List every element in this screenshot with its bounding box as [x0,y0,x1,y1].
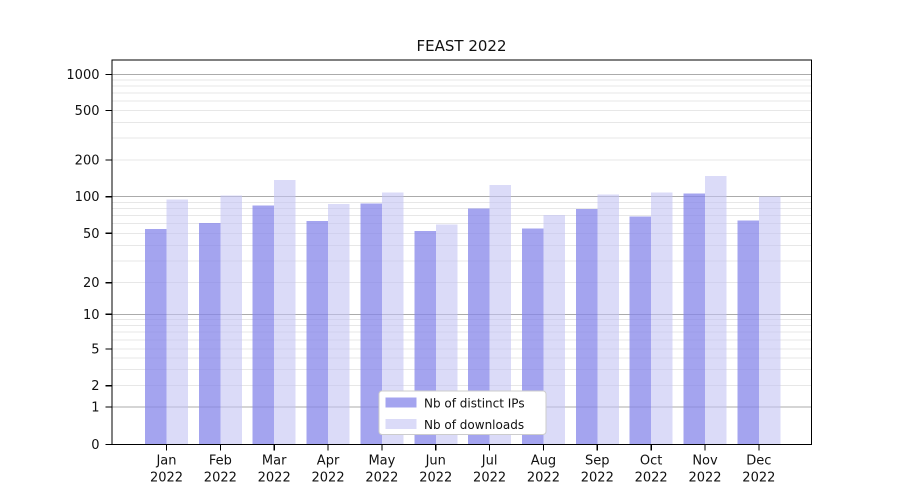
legend-swatch-downloads [385,419,417,429]
bar [489,184,512,445]
bar [705,175,727,445]
x-tick-label-month: May [368,454,395,469]
x-tick-label-month: Dec [746,454,771,469]
bar [381,192,404,445]
y-tick-label: 1000 [66,68,99,83]
x-tick-label-month: Nov [692,454,718,469]
y-tick-label: 10 [83,308,100,323]
x-tick-label-year: 2022 [312,471,345,486]
x-axis: Jan 2022 Feb 2022 Mar 2022 Apr 2022 May 2022 Jun 20… [150,444,775,486]
bar [220,195,242,445]
bar [651,192,673,445]
legend-swatch-distinct-ips [385,397,417,408]
bar [758,196,781,445]
x-tick-label-year: 2022 [742,471,775,486]
y-tick-label: 200 [75,154,100,169]
x-tick-label-month: Sep [585,454,610,469]
y-tick-label: 5 [91,343,99,358]
bar [166,199,188,445]
bar [198,222,221,445]
bar [683,193,705,445]
bar [145,229,167,445]
bar [252,205,275,445]
bar [575,209,598,445]
x-tick-label-year: 2022 [204,471,237,486]
x-tick-label-month: Mar [262,454,287,469]
y-tick-label: 0 [91,438,99,453]
x-tick-label-month: Feb [209,454,232,469]
bar [328,204,350,445]
bar [543,214,565,445]
bar [306,221,329,445]
bar [521,228,544,445]
chart-title: FEAST 2022 [417,37,507,55]
x-tick-label-year: 2022 [365,471,398,486]
x-tick-label-month: Jun [425,454,446,469]
x-tick-label-month: Jul [481,454,498,469]
x-tick-label-year: 2022 [419,471,452,486]
bar [737,220,759,445]
bar [597,194,619,445]
x-tick-label-month: Oct [640,454,662,469]
legend-label-distinct-ips: Nb of distinct IPs [424,397,525,411]
bar [629,216,652,445]
x-tick-label-year: 2022 [635,471,668,486]
x-tick-label-year: 2022 [258,471,291,486]
x-tick-label-month: Jan [155,454,176,469]
x-tick-label-year: 2022 [150,471,183,486]
x-tick-label-year: 2022 [688,471,721,486]
y-tick-label: 500 [75,104,100,119]
bar [468,208,490,445]
x-tick-label-year: 2022 [527,471,560,486]
y-tick-label: 1 [91,401,99,416]
y-tick-label: 2 [91,379,99,394]
legend: Nb of distinct IPs Nb of downloads [378,390,547,435]
y-tick-label: 20 [83,276,100,291]
bar [274,180,296,445]
y-tick-label: 50 [83,227,100,242]
legend-box [378,390,547,435]
x-tick-label-month: Apr [317,454,340,469]
bar [435,224,458,445]
y-tick-label: 100 [75,190,100,205]
plot-border [111,59,813,446]
x-tick-label-year: 2022 [473,471,506,486]
x-tick-label-month: Aug [531,454,556,469]
x-tick-label-year: 2022 [581,471,614,486]
y-axis: 0 1 2 5 10 20 50 100 200 500 1000 [66,68,112,453]
bar [360,203,382,445]
legend-label-downloads: Nb of downloads [424,418,524,432]
